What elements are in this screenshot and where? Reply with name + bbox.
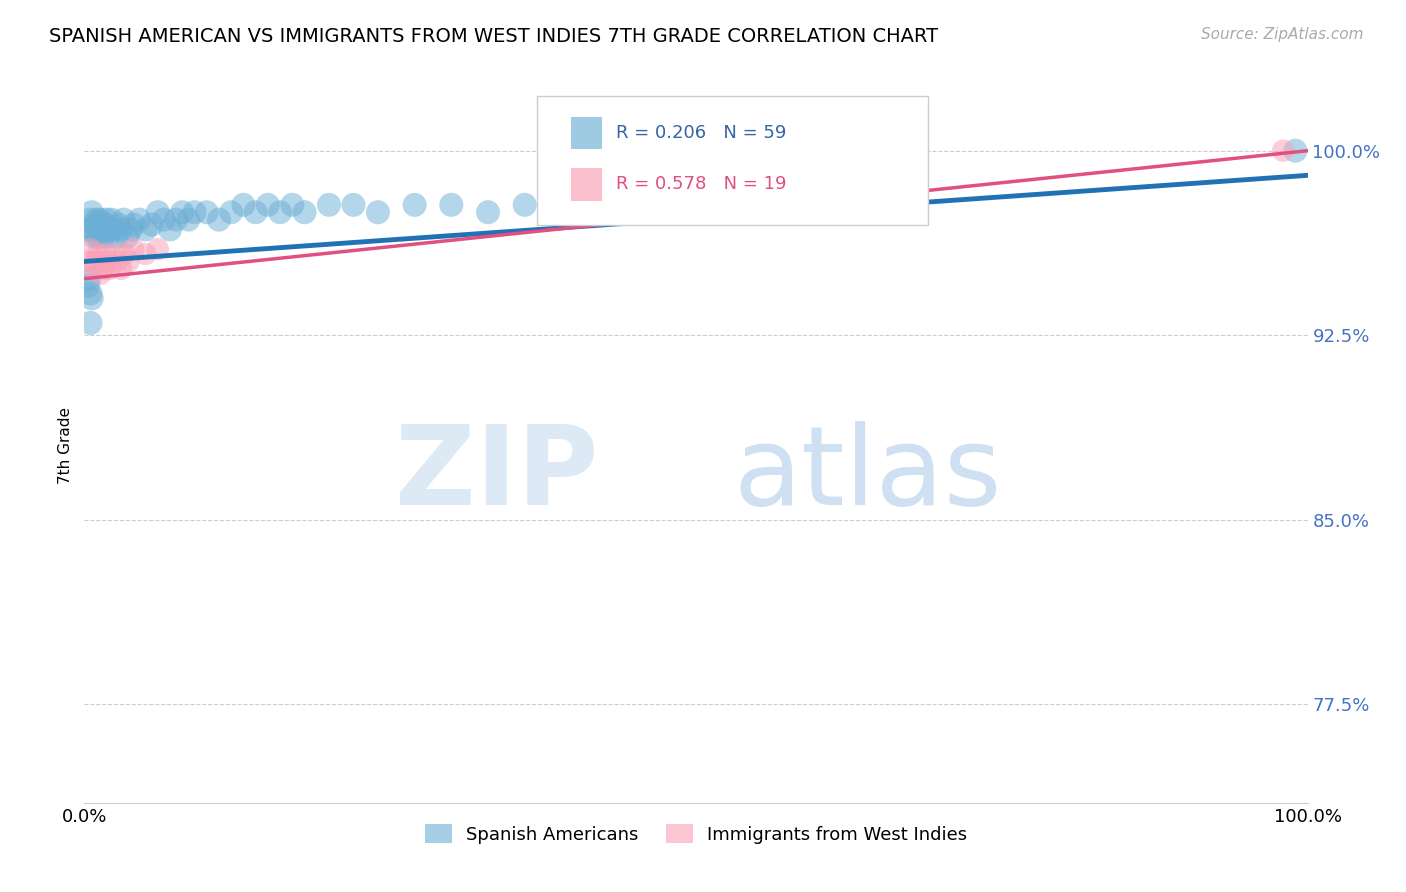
Point	[100, 212, 122, 227]
Point	[107, 218, 129, 232]
Point	[281, 198, 304, 212]
Point	[153, 212, 176, 227]
FancyBboxPatch shape	[537, 96, 928, 225]
Text: atlas: atlas	[733, 421, 1001, 528]
Point	[117, 254, 139, 268]
Point	[122, 242, 145, 256]
Point	[77, 254, 100, 268]
Point	[159, 222, 181, 236]
Text: ZIP: ZIP	[395, 421, 598, 528]
Point	[146, 242, 169, 256]
Point	[232, 198, 254, 212]
Point	[91, 261, 114, 276]
Point	[84, 218, 107, 232]
Point	[122, 218, 145, 232]
Point	[257, 198, 280, 212]
Text: Source: ZipAtlas.com: Source: ZipAtlas.com	[1201, 27, 1364, 42]
Point	[318, 198, 340, 212]
Point	[87, 230, 110, 244]
Point	[269, 205, 291, 219]
Point	[89, 267, 111, 281]
Text: R = 0.206   N = 59: R = 0.206 N = 59	[616, 124, 787, 142]
Point	[79, 286, 101, 301]
Point	[110, 261, 132, 276]
Point	[94, 247, 117, 261]
Point	[112, 212, 135, 227]
Point	[103, 222, 125, 236]
Point	[98, 261, 121, 276]
Point	[86, 212, 108, 227]
Point	[245, 205, 267, 219]
Point	[440, 198, 463, 212]
Point	[562, 205, 585, 219]
Legend: Spanish Americans, Immigrants from West Indies: Spanish Americans, Immigrants from West …	[418, 817, 974, 851]
Point	[103, 247, 125, 261]
Point	[77, 279, 100, 293]
Point	[195, 205, 218, 219]
Point	[87, 222, 110, 236]
Point	[97, 254, 120, 268]
Point	[91, 230, 114, 244]
Point	[219, 205, 242, 219]
Point	[135, 247, 157, 261]
Point	[177, 212, 200, 227]
Point	[110, 222, 132, 236]
Point	[120, 222, 142, 236]
Point	[1284, 144, 1306, 158]
Point	[105, 254, 128, 268]
Point	[94, 218, 117, 232]
Point	[146, 205, 169, 219]
Point	[89, 212, 111, 227]
Point	[165, 212, 187, 227]
Point	[84, 254, 107, 268]
Point	[105, 230, 128, 244]
Point	[477, 205, 499, 219]
Point	[128, 212, 150, 227]
Point	[80, 291, 103, 305]
Bar	[571, 117, 602, 149]
Y-axis label: 7th Grade: 7th Grade	[58, 408, 73, 484]
Text: R = 0.578   N = 19: R = 0.578 N = 19	[616, 176, 787, 194]
Point	[342, 198, 364, 212]
Point	[1272, 144, 1295, 158]
Point	[404, 198, 426, 212]
Point	[97, 230, 120, 244]
Point	[82, 261, 104, 276]
Point	[115, 230, 138, 244]
Point	[141, 218, 163, 232]
Point	[114, 247, 136, 261]
Point	[83, 230, 105, 244]
Text: SPANISH AMERICAN VS IMMIGRANTS FROM WEST INDIES 7TH GRADE CORRELATION CHART: SPANISH AMERICAN VS IMMIGRANTS FROM WEST…	[49, 27, 938, 45]
Point	[77, 271, 100, 285]
Point	[96, 212, 118, 227]
Point	[97, 222, 120, 236]
Point	[82, 222, 104, 236]
Point	[513, 198, 536, 212]
Point	[208, 212, 231, 227]
Point	[172, 205, 194, 219]
Point	[79, 316, 101, 330]
Point	[77, 222, 100, 236]
Point	[79, 212, 101, 227]
Point	[87, 247, 110, 261]
Point	[183, 205, 205, 219]
Point	[367, 205, 389, 219]
Point	[90, 218, 112, 232]
Point	[135, 222, 157, 236]
Bar	[571, 169, 602, 201]
Point	[80, 205, 103, 219]
Point	[294, 205, 316, 219]
Point	[93, 222, 115, 236]
Point	[79, 242, 101, 256]
